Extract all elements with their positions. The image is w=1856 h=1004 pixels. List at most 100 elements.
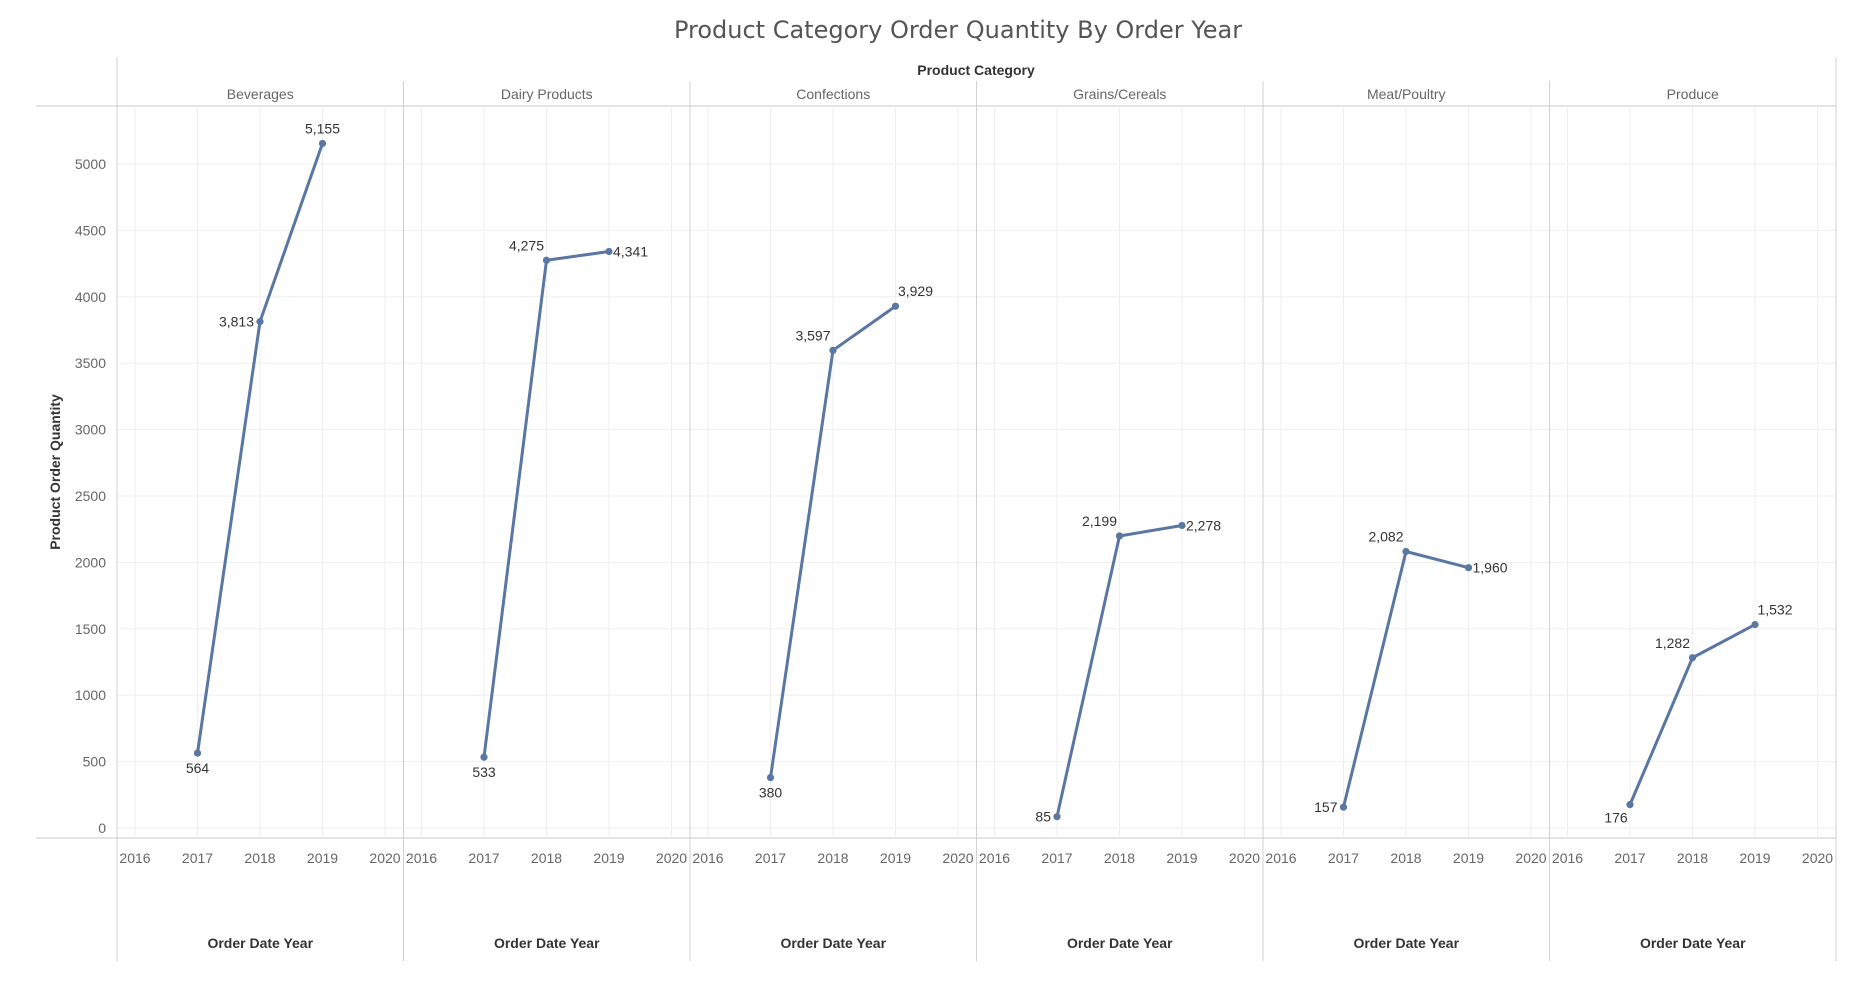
data-label: 4,275 [509, 237, 544, 253]
x-tick-label: 2017 [1328, 850, 1359, 866]
y-axis-title: Product Order Quantity [47, 394, 63, 550]
data-label: 4,341 [613, 244, 648, 260]
data-point[interactable] [1053, 813, 1061, 821]
data-point[interactable] [766, 773, 775, 782]
y-tick-label: 4500 [75, 222, 106, 238]
panel-header: Meat/Poultry [1367, 86, 1446, 102]
y-tick-label: 5000 [75, 156, 106, 172]
x-tick-label: 2019 [1739, 850, 1770, 866]
panel-beverages: 2016 2017 2018 2019 2020 Beverages Order Date … [119, 86, 400, 951]
x-tick-label: 2017 [182, 850, 213, 866]
x-axis-title: Order Date Year [207, 935, 313, 951]
panel-frame [36, 57, 1837, 961]
y-tick-label: 2500 [75, 488, 106, 504]
data-label: 2,278 [1186, 517, 1221, 533]
x-tick-label: 2017 [1614, 850, 1645, 866]
panel-dairy-products: 2016 2017 2018 2019 2020 Dairy Products Order … [403, 81, 687, 961]
y-tick-label: 1000 [75, 687, 106, 703]
data-label: 3,813 [219, 314, 254, 330]
data-point[interactable] [1464, 564, 1473, 572]
data-label: 1,532 [1757, 602, 1792, 618]
data-label: 2,082 [1368, 529, 1403, 545]
x-tick-label: 2020 [1229, 850, 1260, 866]
x-tick-label: 2020 [369, 850, 400, 866]
data-label: 533 [472, 764, 496, 780]
x-tick-label: 2016 [406, 850, 437, 866]
x-axis-title: Order Date Year [1353, 935, 1459, 951]
data-point[interactable] [542, 256, 551, 264]
y-tick-label: 0 [98, 820, 106, 836]
x-tick-label: 2017 [468, 850, 499, 866]
x-tick-label: 2019 [1453, 850, 1484, 866]
x-tick-label: 2016 [692, 850, 723, 866]
x-tick-label: 2019 [1166, 850, 1197, 866]
data-point[interactable] [1402, 547, 1410, 556]
data-point[interactable] [605, 247, 613, 256]
data-label: 5,155 [305, 120, 340, 136]
data-point[interactable] [256, 318, 264, 326]
panel-confections: 2016 2017 2018 2019 2020 Confections Order Dat… [689, 81, 974, 961]
panel-grains-cereals: 2016 2017 2018 2019 2020 Grains/Cereals Order … [976, 81, 1260, 961]
data-point[interactable] [1751, 620, 1759, 629]
x-tick-label: 2018 [1104, 850, 1135, 866]
data-point[interactable] [480, 753, 488, 761]
chart-title: Product Category Order Quantity By Order… [674, 16, 1242, 44]
data-point[interactable] [1688, 654, 1697, 662]
y-tick-label: 1500 [75, 621, 106, 637]
y-tick-label: 3500 [75, 355, 106, 371]
data-point[interactable] [891, 302, 900, 310]
x-axis-title: Order Date Year [494, 935, 600, 951]
x-tick-label: 2018 [1677, 850, 1708, 866]
x-tick-label: 2017 [755, 850, 786, 866]
x-axis-title: Order Date Year [780, 935, 886, 951]
data-point[interactable] [193, 749, 202, 757]
panel-header: Beverages [227, 86, 294, 102]
panels: 2016 2017 2018 2019 2020 Beverages Order Date … [119, 81, 1833, 961]
data-label: 3,597 [795, 327, 830, 343]
x-axis-title: Order Date Year [1640, 935, 1746, 951]
data-label: 380 [759, 785, 783, 801]
data-point[interactable] [1115, 532, 1124, 540]
x-tick-label: 2016 [119, 850, 150, 866]
y-tick-label: 500 [83, 754, 107, 770]
x-tick-label: 2017 [1041, 850, 1072, 866]
data-label: 157 [1314, 799, 1338, 815]
y-tick-label: 2000 [75, 554, 106, 570]
data-label: 1,282 [1655, 635, 1690, 651]
x-tick-label: 2020 [942, 850, 973, 866]
data-point[interactable] [1626, 801, 1634, 809]
x-tick-label: 2018 [1390, 850, 1421, 866]
x-tick-label: 2016 [1552, 850, 1583, 866]
data-point[interactable] [829, 346, 837, 354]
x-tick-label: 2020 [656, 850, 687, 866]
x-tick-label: 2020 [1802, 850, 1833, 866]
column-group-header: Product Category [917, 62, 1035, 78]
data-point[interactable] [318, 139, 327, 148]
panel-header: Produce [1667, 86, 1719, 102]
data-label: 1,960 [1473, 560, 1508, 576]
panel-meat-poultry: 2016 2017 2018 2019 2020 Meat/Poultry Order Da… [1262, 81, 1547, 961]
x-axis-title: Order Date Year [1067, 935, 1173, 951]
y-axis: 0 500 1000 1500 2000 2500 3000 3500 4000 4500 5000 [75, 156, 106, 836]
y-tick-label: 4000 [75, 289, 106, 305]
data-label: 2,199 [1082, 513, 1117, 529]
x-tick-label: 2018 [244, 850, 275, 866]
y-tick-label: 3000 [75, 422, 106, 438]
data-label: 176 [1604, 810, 1628, 826]
x-tick-label: 2016 [1265, 850, 1296, 866]
x-tick-label: 2018 [817, 850, 848, 866]
x-tick-label: 2019 [880, 850, 911, 866]
x-tick-label: 2020 [1515, 850, 1546, 866]
x-tick-label: 2019 [307, 850, 338, 866]
panel-header: Dairy Products [501, 86, 593, 102]
data-label: 564 [186, 760, 210, 776]
panel-header: Grains/Cereals [1073, 86, 1166, 102]
data-label: 3,929 [898, 283, 933, 299]
x-tick-label: 2018 [531, 850, 562, 866]
x-tick-label: 2019 [593, 850, 624, 866]
panel-produce: 2016 2017 2018 2019 2020 Produce Order Date Ye… [1549, 81, 1833, 961]
data-point[interactable] [1339, 803, 1348, 811]
x-tick-label: 2016 [979, 850, 1010, 866]
data-point[interactable] [1178, 521, 1186, 530]
